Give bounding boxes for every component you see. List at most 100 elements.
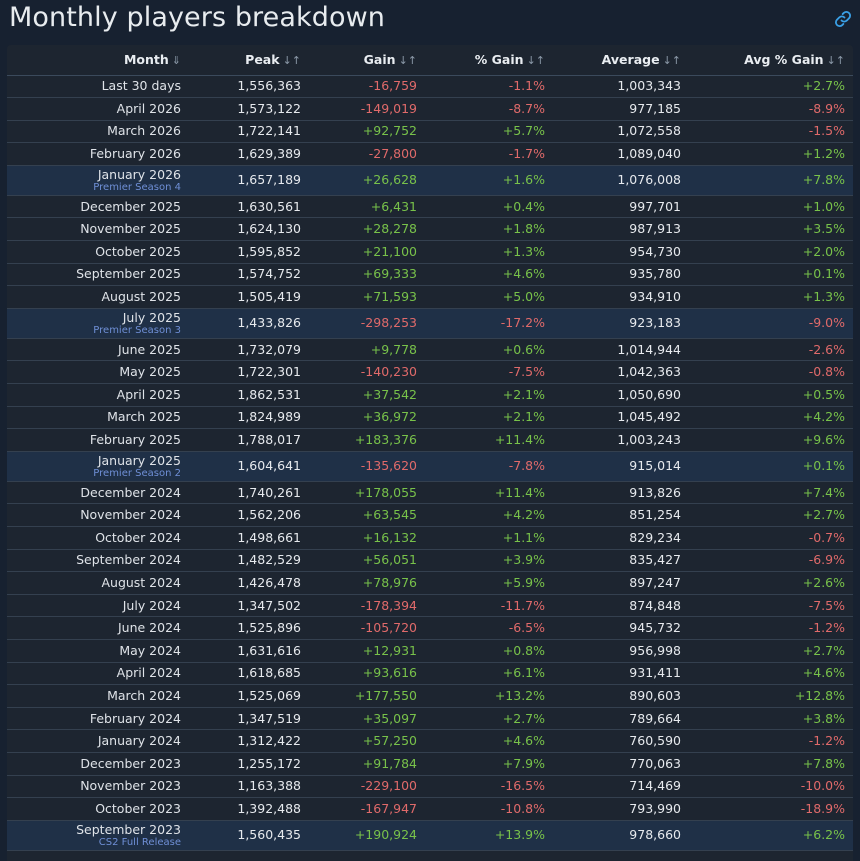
average-cell-value: 913,826 xyxy=(629,484,681,500)
gain-cell: +21,100 xyxy=(309,241,425,264)
month-cell-value: November 2024 xyxy=(80,507,181,523)
table-row: August 2025 1,505,419 +71,593 +5.0% 934,910 +… xyxy=(7,286,853,309)
month-cell: September 2023 CS2 Full Release xyxy=(7,820,189,850)
peak-cell: 1,482,529 xyxy=(189,549,309,572)
table-row: March 2026 1,722,141 +92,752 +5.7% 1,072,558… xyxy=(7,120,853,143)
gain-cell-value: -135,620 xyxy=(360,458,417,474)
table-header-row: Month ⇓ Peak ↓↑ Gain ↓↑ % Gain ↓↑ Average ↓↑ … xyxy=(7,45,853,76)
column-header-label: Average xyxy=(601,52,660,68)
average-cell-value: 897,247 xyxy=(629,574,681,590)
peak-cell-value: 1,505,419 xyxy=(237,289,301,305)
gain-cell: +35,097 xyxy=(309,707,425,730)
gain-cell: +92,752 xyxy=(309,120,425,143)
link-icon[interactable] xyxy=(834,10,852,28)
percent-gain-cell: +11.4% xyxy=(425,481,553,504)
gain-cell-value: +26,628 xyxy=(362,172,417,188)
gain-cell: -149,019 xyxy=(309,98,425,121)
average-cell-value: 1,089,040 xyxy=(617,146,681,162)
peak-cell-value: 1,657,189 xyxy=(237,172,301,188)
peak-cell: 1,631,616 xyxy=(189,639,309,662)
month-cell-value: January 2024 xyxy=(97,733,181,749)
average-cell-value: 1,003,243 xyxy=(617,432,681,448)
avg-percent-gain-cell-value: +7.8% xyxy=(802,755,845,771)
average-cell: 931,411 xyxy=(553,662,689,685)
peak-cell: 1,426,478 xyxy=(189,572,309,595)
month-cell-value: April 2024 xyxy=(116,665,181,681)
peak-cell: 1,657,189 xyxy=(189,165,309,195)
peak-cell-value: 1,556,363 xyxy=(237,78,301,94)
percent-gain-cell-value: +4.6% xyxy=(502,266,545,282)
avg-percent-gain-cell: -1.5% xyxy=(689,120,853,143)
average-cell-value: 835,427 xyxy=(629,552,681,568)
avg-percent-gain-cell-value: -7.5% xyxy=(808,597,845,613)
peak-cell-value: 1,629,389 xyxy=(237,146,301,162)
column-header-gain[interactable]: Gain ↓↑ xyxy=(309,45,425,76)
percent-gain-cell-value: +11.4% xyxy=(494,484,545,500)
gain-cell: +78,976 xyxy=(309,572,425,595)
table-row: March 2025 1,824,989 +36,972 +2.1% 1,045,492… xyxy=(7,406,853,429)
avg-percent-gain-cell-value: +2.7% xyxy=(802,507,845,523)
average-cell: 935,780 xyxy=(553,263,689,286)
peak-cell-value: 1,255,172 xyxy=(237,755,301,771)
month-cell-value: October 2023 xyxy=(95,800,181,816)
percent-gain-cell: -1.1% xyxy=(425,75,553,98)
table-row: November 2023 1,163,388 -229,100 -16.5% 714,… xyxy=(7,775,853,798)
table-row: February 2025 1,788,017 +183,376 +11.4% 1,00… xyxy=(7,429,853,452)
percent-gain-cell: -17.2% xyxy=(425,308,553,338)
table-row: January 2025 Premier Season 2 1,604,641 -13… xyxy=(7,451,853,482)
percent-gain-cell: +4.2% xyxy=(425,504,553,527)
peak-cell: 1,163,388 xyxy=(189,775,309,798)
month-cell-value: December 2023 xyxy=(80,755,181,771)
month-cell-value: May 2024 xyxy=(119,642,181,658)
peak-cell-value: 1,525,896 xyxy=(237,620,301,636)
average-cell-value: 1,003,343 xyxy=(617,78,681,94)
average-cell: 913,826 xyxy=(553,481,689,504)
column-header-percent-gain[interactable]: % Gain ↓↑ xyxy=(425,45,553,76)
percent-gain-cell: -11.7% xyxy=(425,594,553,617)
avg-percent-gain-cell-value: +3.5% xyxy=(802,221,845,237)
gain-cell: -178,394 xyxy=(309,594,425,617)
column-header-label: Month xyxy=(123,52,169,68)
average-cell: 954,730 xyxy=(553,241,689,264)
month-cell: June 2025 xyxy=(7,338,189,361)
month-cell: February 2026 xyxy=(7,143,189,166)
average-cell: 835,427 xyxy=(553,549,689,572)
column-header-avg-percent-gain[interactable]: Avg % Gain ↓↑ xyxy=(689,45,853,76)
gain-cell: +178,055 xyxy=(309,481,425,504)
month-cell-value: April 2026 xyxy=(116,100,181,116)
average-cell-value: 934,910 xyxy=(629,289,681,305)
month-cell: February 2024 xyxy=(7,707,189,730)
month-cell-value: November 2025 xyxy=(80,221,181,237)
peak-cell-value: 1,433,826 xyxy=(237,315,301,331)
peak-cell-value: 1,722,141 xyxy=(237,123,301,139)
gain-cell-value: -298,253 xyxy=(360,315,417,331)
average-cell: 897,247 xyxy=(553,572,689,595)
column-header-average[interactable]: Average ↓↑ xyxy=(553,45,689,76)
month-cell-value: April 2025 xyxy=(116,386,181,402)
percent-gain-cell-value: -1.1% xyxy=(508,78,545,94)
average-cell-value: 874,848 xyxy=(629,597,681,613)
average-cell-value: 923,183 xyxy=(629,315,681,331)
month-cell-value: March 2025 xyxy=(107,409,181,425)
column-header-peak[interactable]: Peak ↓↑ xyxy=(189,45,309,76)
percent-gain-cell: +5.9% xyxy=(425,572,553,595)
avg-percent-gain-cell-value: +0.1% xyxy=(802,458,845,474)
peak-cell: 1,562,206 xyxy=(189,504,309,527)
average-cell: 793,990 xyxy=(553,798,689,821)
average-cell-value: 931,411 xyxy=(629,665,681,681)
peak-cell-value: 1,482,529 xyxy=(237,552,301,568)
gain-cell-value: +69,333 xyxy=(362,266,417,282)
percent-gain-cell: +1.1% xyxy=(425,527,553,550)
sort-desc-icon: ⇓ xyxy=(171,54,181,68)
gain-cell-value: +56,051 xyxy=(362,552,417,568)
average-cell-value: 1,076,008 xyxy=(617,172,681,188)
average-cell: 714,469 xyxy=(553,775,689,798)
month-cell-value: July 2024 xyxy=(122,597,181,613)
event-label: Premier Season 4 xyxy=(93,181,181,193)
column-header-month[interactable]: Month ⇓ xyxy=(7,45,189,76)
avg-percent-gain-cell-value: -6.9% xyxy=(808,552,845,568)
peak-cell-value: 1,740,261 xyxy=(237,484,301,500)
gain-cell: +93,616 xyxy=(309,662,425,685)
avg-percent-gain-cell-value: +2.7% xyxy=(802,78,845,94)
month-cell: October 2023 xyxy=(7,798,189,821)
